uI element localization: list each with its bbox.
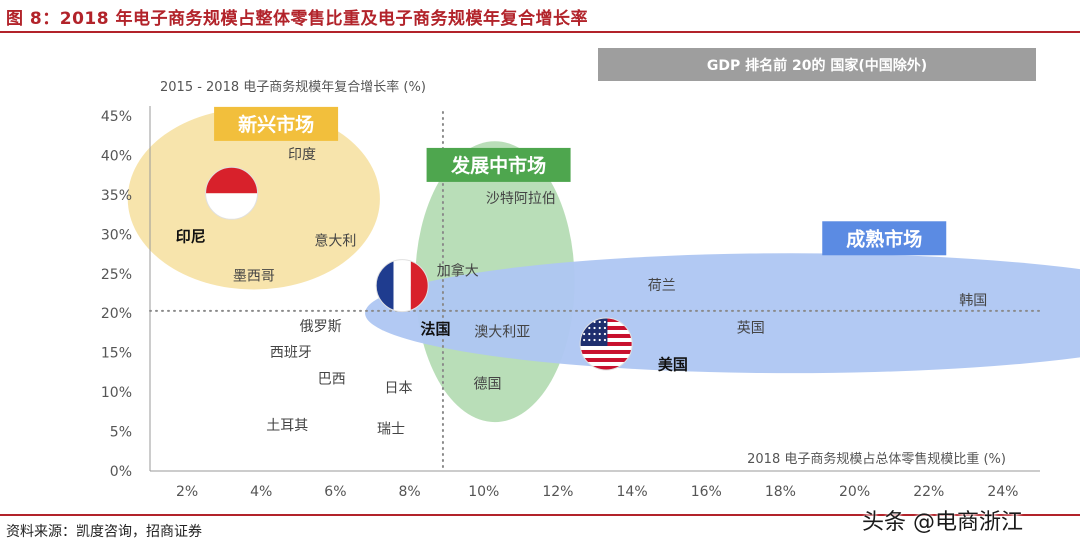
point-label: 法国 <box>421 320 451 338</box>
y-tick-label: 35% <box>101 188 132 204</box>
point-label: 沙特阿拉伯 <box>486 191 556 207</box>
point-label: 美国 <box>658 356 688 374</box>
y-tick-label: 10% <box>101 385 132 401</box>
y-tick-label: 0% <box>110 464 132 480</box>
y-tick-label: 30% <box>101 227 132 243</box>
region-label-box-0 <box>214 106 339 141</box>
point-label: 加拿大 <box>437 263 479 280</box>
x-tick-label: 20% <box>839 484 870 500</box>
point-label: 俄罗斯 <box>300 319 342 335</box>
region-label-box-1 <box>426 147 571 182</box>
region-ellipse-2 <box>365 253 1080 374</box>
x-axis-title: 2018 电子商务规模占总体零售规模比重 (%) <box>747 451 1006 467</box>
scatter-chart: 0% 5% 10% 15% 20% 25% 30% 35% 40% 45% 2% 4% 6% 8% 10% 1… <box>101 48 1080 500</box>
x-tick-label: 10% <box>468 484 499 500</box>
point-label: 英国 <box>737 319 765 336</box>
point-label: 瑞士 <box>377 421 405 437</box>
point-label: 墨西哥 <box>233 268 275 284</box>
x-tick-label: 22% <box>913 484 944 500</box>
point-label: 澳大利亚 <box>474 324 530 340</box>
legend-box-label: GDP 排名前 20的 国家(中国除外) <box>707 57 927 74</box>
x-tick-label: 12% <box>542 484 573 500</box>
x-tick-label: 2% <box>176 484 198 500</box>
y-tick-label: 25% <box>101 267 132 283</box>
point-label: 印度 <box>288 147 316 163</box>
y-tick-label: 45% <box>101 109 132 125</box>
point-label: 荷兰 <box>648 278 676 294</box>
y-tick-label: 5% <box>110 425 132 441</box>
x-tick-label: 6% <box>324 484 346 500</box>
region-label-0: 新兴市场 <box>238 113 314 136</box>
header-divider <box>0 31 1080 33</box>
point-label: 德国 <box>473 376 501 392</box>
flag-usa-icon <box>579 317 633 371</box>
x-tick-label: 14% <box>617 484 648 500</box>
region-label-box-2 <box>822 221 947 256</box>
x-tick-label: 8% <box>398 484 420 500</box>
point-label: 意大利 <box>314 233 356 250</box>
x-tick-label: 24% <box>987 484 1018 500</box>
footer-divider <box>0 514 1080 516</box>
point-label: 印尼 <box>176 228 206 246</box>
flag-indonesia-icon <box>205 166 259 220</box>
point-label: 土耳其 <box>266 418 308 434</box>
figure-title: 图 8：2018 年电子商务规模占整体零售比重及电子商务规模年复合增长率 <box>6 9 588 29</box>
region-label-2: 成熟市场 <box>846 227 922 250</box>
x-tick-label: 16% <box>691 484 722 500</box>
point-label: 西班牙 <box>270 345 312 361</box>
x-tick-label: 4% <box>250 484 272 500</box>
point-label: 巴西 <box>318 372 346 388</box>
flag-france-icon <box>375 259 429 313</box>
source-note: 资料来源：凯度咨询，招商证券 <box>6 524 202 540</box>
watermark-text: 头条 @电商浙江 <box>862 510 1023 535</box>
y-tick-label: 20% <box>101 306 132 322</box>
x-tick-label: 18% <box>765 484 796 500</box>
legend-box <box>598 48 1036 81</box>
y-axis-title: 2015 - 2018 电子商务规模年复合增长率 (%) <box>160 79 426 95</box>
y-tick-label: 40% <box>101 148 132 164</box>
point-label: 韩国 <box>959 293 987 309</box>
point-label: 日本 <box>384 380 412 396</box>
y-tick-label: 15% <box>101 346 132 362</box>
region-label-1: 发展中市场 <box>450 154 546 177</box>
